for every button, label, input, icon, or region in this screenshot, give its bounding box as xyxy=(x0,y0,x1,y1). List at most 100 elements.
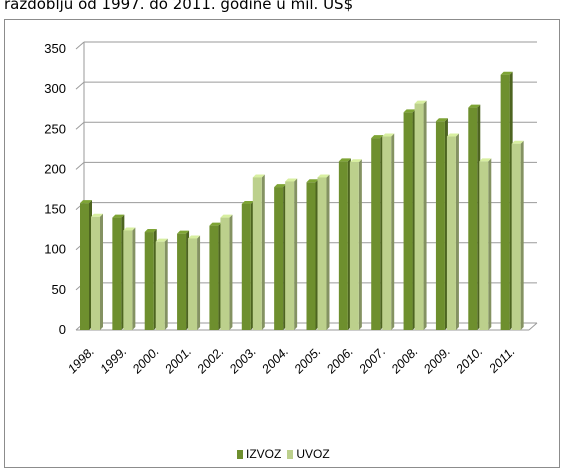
x-tick-label: 2001. xyxy=(161,344,194,377)
x-tick-label: 2004. xyxy=(259,344,292,377)
bar-izvoz xyxy=(500,74,510,330)
bar-top-izvoz xyxy=(112,214,125,218)
bar-top-izvoz xyxy=(435,118,448,122)
gridline-side xyxy=(75,162,85,170)
bar-uvoz xyxy=(414,103,424,330)
bar-top-izvoz xyxy=(468,104,481,108)
legend-swatch-izvoz xyxy=(237,449,243,459)
bar-top-uvoz xyxy=(155,238,168,242)
bar-top-izvoz xyxy=(371,135,384,139)
bar-uvoz xyxy=(511,143,521,330)
x-tick-label: 2008. xyxy=(388,344,421,377)
bar-top-izvoz xyxy=(144,229,157,233)
bar-uvoz xyxy=(91,216,100,330)
x-tick-label: 2000. xyxy=(129,344,162,377)
gridline-side xyxy=(75,41,85,50)
bar-top-uvoz xyxy=(285,178,298,182)
bar-top-izvoz xyxy=(80,200,92,204)
bar-top-uvoz xyxy=(511,140,524,144)
x-tick-label: 2002. xyxy=(194,344,227,377)
x-tick-label: 1998. xyxy=(65,344,97,376)
bar-izvoz xyxy=(209,225,219,330)
bar-izvoz xyxy=(468,107,478,330)
bar-izvoz xyxy=(241,203,251,330)
bar-side-uvoz xyxy=(132,227,136,330)
bar-izvoz xyxy=(435,121,445,330)
chart-caption: razdoblju od 1997. do 2011. godine u mil… xyxy=(4,0,354,13)
bar-uvoz xyxy=(188,238,198,330)
bar-side-uvoz xyxy=(100,213,103,330)
bar-top-izvoz xyxy=(177,230,190,234)
bar-uvoz xyxy=(252,177,262,330)
bar-top-uvoz xyxy=(123,227,136,231)
x-tick-label: 2005. xyxy=(291,344,324,377)
bar-side-uvoz xyxy=(520,140,524,330)
bar-uvoz xyxy=(349,162,359,330)
y-tick-label: 0 xyxy=(59,322,66,337)
y-tick-label: 350 xyxy=(44,41,66,56)
bar-side-uvoz xyxy=(455,133,459,330)
x-tick-label: 2011. xyxy=(486,344,518,376)
bar-uvoz xyxy=(446,136,456,330)
bar-top-uvoz xyxy=(220,214,233,218)
legend-item-uvoz: UVOZ xyxy=(287,447,330,461)
chart-frame xyxy=(4,19,560,468)
bar-top-izvoz xyxy=(241,200,254,204)
y-tick-label: 150 xyxy=(44,202,66,217)
bar-top-uvoz xyxy=(414,100,427,104)
x-tick-label: 2010. xyxy=(453,344,486,377)
x-tick-label: 2009. xyxy=(420,344,453,377)
bar-uvoz xyxy=(220,217,230,330)
legend-label-uvoz: UVOZ xyxy=(296,447,330,461)
bar-top-izvoz xyxy=(500,71,513,75)
bar-side-uvoz xyxy=(488,158,492,330)
bar-uvoz xyxy=(123,230,133,330)
bar-izvoz xyxy=(177,233,187,330)
floor-right-edge xyxy=(528,322,538,331)
y-tick-label: 250 xyxy=(44,121,66,136)
chart-legend: IZVOZ UVOZ xyxy=(237,447,330,461)
bar-top-uvoz xyxy=(188,235,201,239)
bar-side-uvoz xyxy=(261,174,265,330)
legend-item-izvoz: IZVOZ xyxy=(237,447,281,461)
y-tick-label: 200 xyxy=(44,161,66,176)
bar-izvoz xyxy=(338,161,348,330)
bar-uvoz xyxy=(479,161,489,330)
bar-side-uvoz xyxy=(391,133,395,330)
gridline-side xyxy=(75,121,85,130)
bar-izvoz xyxy=(371,138,381,330)
x-tick-label: 1999. xyxy=(97,344,129,376)
y-tick-label: 100 xyxy=(44,242,66,257)
x-tick-label: 2003. xyxy=(226,344,259,377)
bar-uvoz xyxy=(317,177,327,330)
bar-side-uvoz xyxy=(229,214,233,330)
gridline-side xyxy=(75,81,85,90)
bar-izvoz xyxy=(403,112,413,330)
bar-side-uvoz xyxy=(326,174,330,330)
bar-side-uvoz xyxy=(164,238,168,330)
bar-izvoz xyxy=(80,203,89,330)
legend-swatch-uvoz xyxy=(287,449,294,459)
bar-top-uvoz xyxy=(252,174,265,178)
bar-uvoz xyxy=(285,181,295,330)
bar-top-uvoz xyxy=(317,174,330,178)
bar-side-uvoz xyxy=(197,235,201,330)
bar-top-uvoz xyxy=(91,213,103,217)
x-tick-label: 2006. xyxy=(323,344,356,377)
bar-top-uvoz xyxy=(349,159,362,163)
bar-top-uvoz xyxy=(446,133,459,137)
bar-uvoz xyxy=(382,136,392,330)
bar-side-uvoz xyxy=(294,178,298,330)
bar-izvoz xyxy=(144,232,154,330)
x-tick-label: 2007. xyxy=(356,344,389,377)
bar-top-uvoz xyxy=(479,158,492,162)
bar-top-izvoz xyxy=(403,109,416,113)
bar-top-izvoz xyxy=(209,222,222,226)
bar-uvoz xyxy=(155,241,165,330)
bar-top-izvoz xyxy=(274,184,287,188)
y-tick-label: 300 xyxy=(44,81,66,96)
bar-izvoz xyxy=(306,182,316,330)
bar-top-izvoz xyxy=(306,179,319,183)
legend-label-izvoz: IZVOZ xyxy=(246,447,282,461)
